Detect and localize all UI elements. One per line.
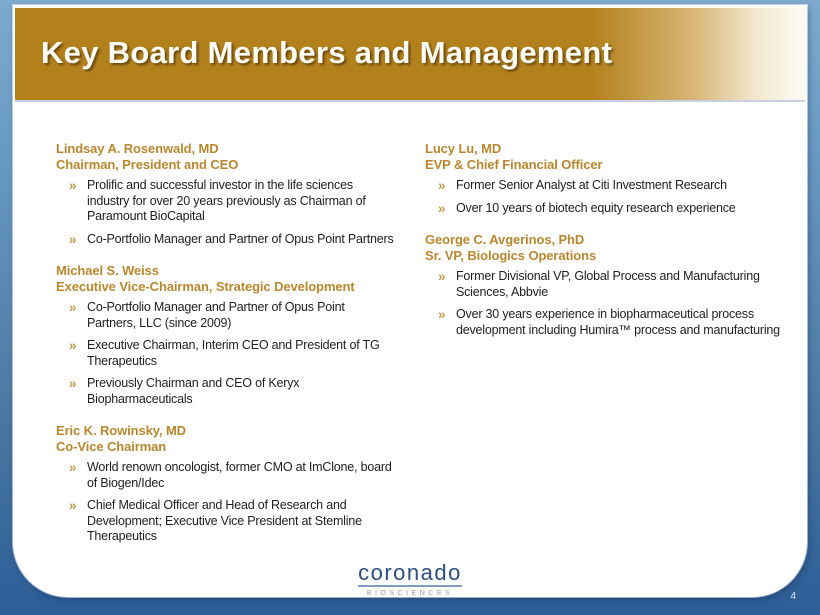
bullet-list: » World renown oncologist, former CMO at… [56,460,396,545]
guillemet-bullet-icon: » [69,460,77,475]
guillemet-bullet-icon: » [438,307,446,322]
bullet-item: » Former Divisional VP, Global Process a… [425,269,800,300]
person-role: Chairman, President and CEO [56,157,239,172]
bullet-list: » Co-Portfolio Manager and Partner of Op… [56,300,396,407]
bullet-item: » Co-Portfolio Manager and Partner of Op… [56,232,396,248]
coronado-biosciences-logo: coronado BIOSCIENCES [13,561,807,597]
bullet-text: Prolific and successful investor in the … [87,178,366,223]
guillemet-bullet-icon: » [69,300,77,315]
column-right: Lucy Lu, MD EVP & Chief Financial Office… [425,141,800,354]
person-role: Co-Vice Chairman [56,439,167,454]
page-number: 4 [790,591,796,602]
bullet-text: Co-Portfolio Manager and Partner of Opus… [87,300,345,330]
person-name: Lucy Lu, MD [425,141,502,156]
logo-divider [358,585,462,587]
logo-subtitle: BIOSCIENCES [366,590,454,597]
bullet-text: World renown oncologist, former CMO at I… [87,460,392,490]
person-section-avgerinos: George C. Avgerinos, PhD Sr. VP, Biologi… [425,232,800,338]
person-section-weiss: Michael S. Weiss Executive Vice-Chairman… [56,263,396,407]
person-role: EVP & Chief Financial Officer [425,157,603,172]
bullet-item: » Previously Chairman and CEO of Keryx B… [56,376,396,407]
bullet-text: Over 10 years of biotech equity research… [456,200,736,215]
guillemet-bullet-icon: » [69,338,77,353]
bullet-text: Previously Chairman and CEO of Keryx Bio… [87,376,300,406]
bullet-text: Former Senior Analyst at Citi Investment… [456,178,727,192]
bullet-list: » Former Senior Analyst at Citi Investme… [425,178,800,216]
bullet-list: » Prolific and successful investor in th… [56,178,396,247]
bullet-item: » Over 10 years of biotech equity resear… [425,201,800,217]
person-role: Sr. VP, Biologics Operations [425,248,597,263]
slide-header: Key Board Members and Management [15,8,805,102]
bullet-item: » Over 30 years experience in biopharmac… [425,307,800,338]
bullet-text: Former Divisional VP, Global Process and… [456,269,760,299]
guillemet-bullet-icon: » [438,200,446,216]
logo-wordmark: coronado [358,560,462,585]
content-panel: Key Board Members and Management Lindsay… [13,5,807,597]
person-section-rowinsky: Eric K. Rowinsky, MD Co-Vice Chairman » … [56,423,396,545]
bullet-text: Over 30 years experience in biopharmaceu… [456,307,780,337]
guillemet-bullet-icon: » [69,178,77,193]
bullet-item: » Executive Chairman, Interim CEO and Pr… [56,338,396,369]
bullet-list: » Former Divisional VP, Global Process a… [425,269,800,338]
bullet-item: » Chief Medical Officer and Head of Rese… [56,498,396,545]
bullet-item: » World renown oncologist, former CMO at… [56,460,396,491]
person-role: Executive Vice-Chairman, Strategic Devel… [56,279,355,294]
person-name: Lindsay A. Rosenwald, MD [56,141,219,156]
person-name: George C. Avgerinos, PhD [425,232,585,247]
slide-title: Key Board Members and Management [41,34,613,70]
guillemet-bullet-icon: » [69,498,77,513]
guillemet-bullet-icon: » [438,178,446,193]
bullet-text: Co-Portfolio Manager and Partner of Opus… [87,231,394,246]
person-section-lu: Lucy Lu, MD EVP & Chief Financial Office… [425,141,800,216]
bullet-item: » Co-Portfolio Manager and Partner of Op… [56,300,396,331]
bullet-item: » Prolific and successful investor in th… [56,178,396,225]
bullet-text: Chief Medical Officer and Head of Resear… [87,498,362,543]
bullet-item: » Former Senior Analyst at Citi Investme… [425,178,800,194]
person-name: Michael S. Weiss [56,263,159,278]
bullet-text: Executive Chairman, Interim CEO and Pres… [87,338,380,368]
guillemet-bullet-icon: » [69,376,77,391]
guillemet-bullet-icon: » [438,269,446,284]
column-left: Lindsay A. Rosenwald, MD Chairman, Presi… [56,141,396,561]
guillemet-bullet-icon: » [69,231,77,247]
person-section-rosenwald: Lindsay A. Rosenwald, MD Chairman, Presi… [56,141,396,247]
person-name: Eric K. Rowinsky, MD [56,423,186,438]
